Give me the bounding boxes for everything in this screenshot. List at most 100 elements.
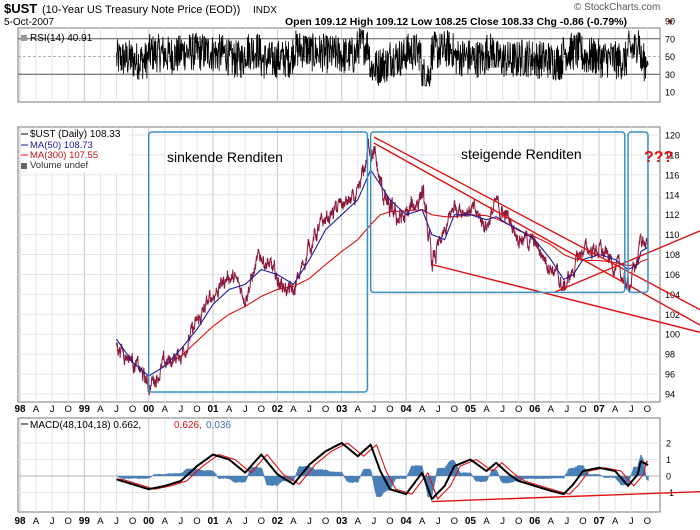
price-tick-label: 120 [665,131,680,141]
x-tick-label: O [515,516,522,527]
x-axis: 9898AAJJOO9999AAJJOO0000AAJJOO0101AAJJOO… [14,404,651,527]
price-tick-label: 110 [665,230,679,240]
x-tick-label: 00 [143,404,155,415]
x-tick-label: J [243,404,248,415]
x-tick-label: 98 [14,516,26,527]
x-tick-label: J [500,404,505,415]
x-tick-label: O [193,516,200,527]
x-tick-label: A [355,516,362,527]
x-tick-label: J [114,516,119,527]
macd-tick-label: 1 [666,455,671,465]
chart-header: $UST (10-Year US Treasury Note Price (EO… [4,1,675,28]
watermark: © StockCharts.com [574,2,660,13]
legend-ma300: MA(300) 107.55 [30,150,98,161]
x-tick-label: A [290,516,297,527]
macd-hist-label: 0.036 [206,420,231,431]
x-tick-label: J [178,404,183,415]
price-tick-label: 108 [665,250,680,260]
x-tick-label: 07 [594,404,606,415]
x-tick-label: O [65,516,72,527]
price-tick-label: 118 [665,150,679,160]
x-tick-label: 07 [594,516,606,527]
macd-signal-label: 0.626, [174,420,202,431]
x-tick-label: O [451,404,458,415]
x-tick-label: J [372,404,377,415]
annotation-box [369,131,626,294]
x-tick-label: O [644,404,651,415]
price-tick-label: 114 [665,190,679,200]
price-tick-label: 106 [665,270,680,280]
x-tick-label: 98 [14,404,26,415]
x-tick-label: J [50,516,55,527]
ma50-line [116,168,649,377]
ma300-line [161,209,649,367]
x-tick-label: 06 [529,516,541,527]
rsi-tick-label: 70 [665,34,675,44]
quote: Open 109.12 High 109.12 Low 108.25 Close… [285,16,627,28]
x-tick-label: A [419,516,426,527]
x-tick-label: 01 [207,516,219,527]
macd-legend: MACD(48,104,18) 0.662, 0.626, 0.036 [21,420,231,431]
trend-line [373,142,700,326]
x-tick-label: 05 [465,404,477,415]
annotation-boxes [147,131,649,393]
x-tick-label: J [565,404,570,415]
price-panel [17,126,661,403]
rsi-tick-label: 50 [665,52,675,62]
volume-legend-icon [21,163,27,169]
price-tick-label: 98 [665,350,675,360]
rsi-line [116,28,649,87]
price-tick-label: 102 [665,310,680,320]
trend-line [373,136,700,311]
legend-ma50: MA(50) 108.73 [30,140,93,151]
x-tick-label: J [307,516,312,527]
price-tick-label: 94 [665,390,675,400]
x-tick-label: A [483,516,490,527]
x-tick-label: A [162,404,169,415]
legend-price: $UST (Daily) 108.33 [30,129,121,140]
x-tick-label: J [629,516,634,527]
legend-volume: Volume undef [30,160,88,171]
macd-indicator [18,442,700,503]
macd-tick-label: 0 [666,472,671,482]
down-arrow-icon: ▼ [666,17,675,27]
x-tick-label: O [579,404,586,415]
price-tick-label: 96 [665,370,675,380]
x-tick-label: A [97,404,104,415]
ma300-series [161,209,649,367]
x-tick-label: A [612,516,619,527]
x-tick-label: O [644,516,651,527]
x-tick-label: A [97,516,104,527]
macd-trend-line [431,490,700,503]
symbol-description: (10-Year US Treasury Note Price (EOD)) [42,4,240,16]
x-tick-label: 99 [79,516,91,527]
rsi-label: RSI(14) 40.91 [30,33,93,44]
rsi-tick-label: 90 [665,17,675,27]
x-tick-label: A [612,404,619,415]
x-tick-label: 04 [400,404,412,415]
price-tick-label: 116 [665,170,679,180]
x-tick-label: O [386,404,393,415]
x-tick-label: O [322,516,329,527]
x-tick-label: A [355,404,362,415]
price-tick-label: 112 [665,210,679,220]
annotation-rising-yields: steigende Renditen [461,146,582,162]
x-tick-label: J [243,516,248,527]
x-tick-label: O [129,516,136,527]
x-tick-label: O [193,404,200,415]
trend-lines [373,136,700,333]
x-tick-label: A [33,516,40,527]
x-tick-label: 00 [143,516,155,527]
x-tick-label: A [33,404,40,415]
x-tick-label: O [65,404,72,415]
x-tick-label: A [419,404,426,415]
trend-line [431,263,700,333]
date: 5-Oct-2007 [4,17,54,28]
macd-signal-line [116,442,649,500]
macd-line [116,442,649,501]
x-tick-label: J [436,404,441,415]
x-tick-label: O [258,404,265,415]
x-tick-label: A [483,404,490,415]
x-tick-label: J [565,516,570,527]
rsi-tick-label: 30 [665,70,675,80]
